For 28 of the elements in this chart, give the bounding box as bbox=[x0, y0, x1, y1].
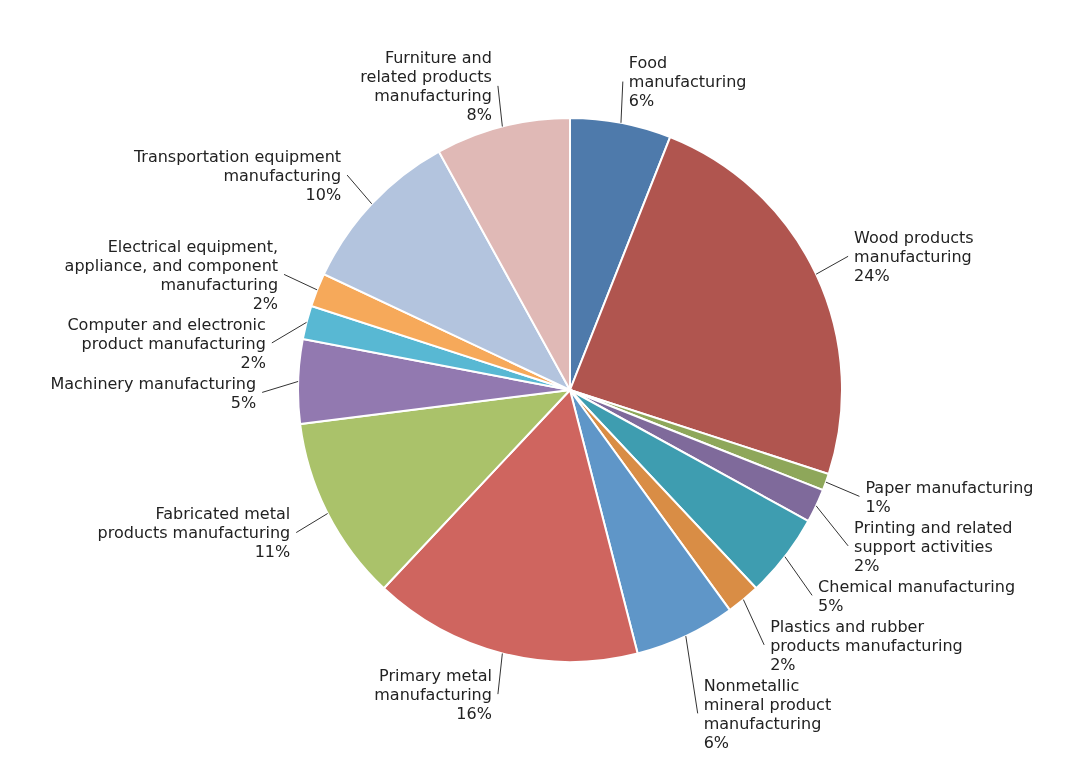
data-label: 1% bbox=[865, 496, 891, 516]
slice-label: Plastics and rubber products manufacturing bbox=[770, 616, 963, 655]
data-label: 6% bbox=[703, 732, 730, 752]
data-label: 2% bbox=[252, 293, 279, 313]
slice-label: Printing and related support activities bbox=[854, 517, 1013, 556]
data-label: 2% bbox=[770, 654, 796, 674]
data-label: 2% bbox=[854, 555, 880, 575]
slice-label: Wood products manufacturing bbox=[854, 228, 974, 267]
slice-label: Transportation equipment manufacturing bbox=[132, 146, 342, 185]
data-label: 5% bbox=[818, 595, 844, 615]
slice-label: Fabricated metal products manufacturing bbox=[97, 504, 291, 543]
slice-label: Chemical manufacturing bbox=[818, 576, 1016, 596]
slice-label: Machinery manufacturing bbox=[50, 373, 257, 393]
slice-label: Nonmetallic mineral product manufacturing bbox=[703, 675, 832, 733]
data-label: 16% bbox=[456, 703, 492, 723]
slice-label: Food manufacturing bbox=[628, 53, 747, 92]
data-label: 10% bbox=[305, 184, 342, 204]
slice-label: Primary metal manufacturing bbox=[374, 665, 492, 704]
slice-label: Electrical equipment, appliance, and component manufacturing bbox=[64, 236, 279, 294]
data-label: 11% bbox=[254, 542, 291, 562]
slice-label: Paper manufacturing bbox=[865, 477, 1034, 497]
data-label: 8% bbox=[466, 105, 492, 125]
data-label: 24% bbox=[854, 266, 890, 286]
data-label: 2% bbox=[240, 352, 266, 372]
slice-label: Furniture and related products manufacturing bbox=[360, 48, 492, 106]
data-label: 6% bbox=[628, 91, 655, 111]
data-label: 5% bbox=[230, 392, 257, 412]
slice-label: Computer and electronic product manufacturing bbox=[67, 314, 266, 353]
